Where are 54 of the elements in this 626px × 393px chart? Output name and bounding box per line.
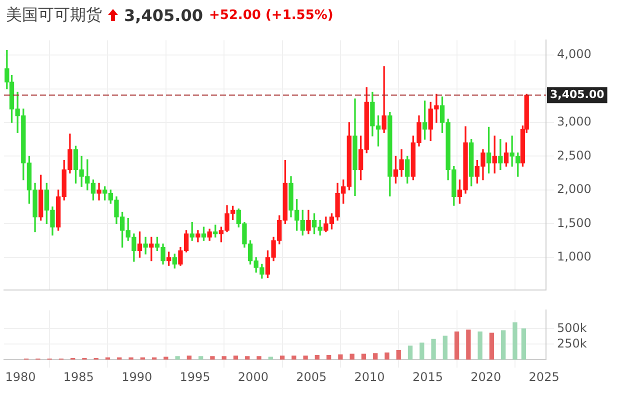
bar (408, 346, 413, 360)
bar (164, 356, 168, 360)
bar (292, 356, 296, 360)
bar (245, 356, 250, 360)
bar (521, 328, 526, 360)
bar (454, 331, 460, 360)
x-tick-label: 2000 (238, 370, 268, 384)
x-tick-label: 2005 (296, 370, 327, 384)
bar (326, 354, 332, 360)
bar (431, 338, 436, 360)
bar (256, 356, 262, 360)
x-tick-label: 1990 (122, 370, 152, 384)
bar (396, 350, 401, 360)
bar (222, 356, 226, 360)
x-tick-label: 2015 (412, 370, 443, 384)
bar (478, 331, 482, 360)
x-tick-label: 1980 (5, 370, 36, 384)
y-tick-label: 2,000 (557, 182, 592, 196)
text: +52.00 (+1.55%) (208, 8, 334, 22)
bar (186, 356, 192, 360)
bar (280, 356, 285, 360)
y-tick-label: 250k (557, 336, 587, 350)
y-tick-label: 500k (557, 320, 587, 335)
bar (466, 330, 471, 360)
x-tick-label: 2020 (470, 370, 502, 384)
bar (128, 357, 134, 360)
bar (338, 354, 343, 360)
y-tick-label: 2,500 (557, 148, 592, 162)
y-tick-label: 1,500 (557, 216, 592, 230)
x-tick-label: 2025 (528, 370, 560, 384)
bar (501, 330, 506, 360)
bar (350, 354, 354, 360)
bar (210, 356, 215, 360)
x-tick-label: 1995 (180, 370, 210, 384)
bar (233, 356, 238, 360)
y-tick-label: 1,000 (557, 250, 592, 264)
x-tick-label: 2010 (354, 370, 385, 384)
bar (384, 352, 390, 360)
bar (489, 332, 494, 360)
ref-line-label: 3,405.00 (550, 88, 605, 102)
x-tick-label: 1985 (63, 370, 94, 384)
chart-title: 美国可可期货 (6, 4, 102, 26)
bar (361, 354, 366, 360)
bar (512, 322, 518, 360)
bar (442, 336, 448, 360)
y-tick-label: 3,000 (557, 114, 592, 129)
bar (314, 354, 320, 360)
text: 3,405.00 (124, 6, 203, 24)
bar (175, 356, 180, 360)
bar (198, 356, 204, 360)
bar (420, 342, 424, 360)
bar (303, 356, 308, 360)
bar (373, 353, 378, 360)
y-tick-label: 4,000 (557, 47, 592, 62)
